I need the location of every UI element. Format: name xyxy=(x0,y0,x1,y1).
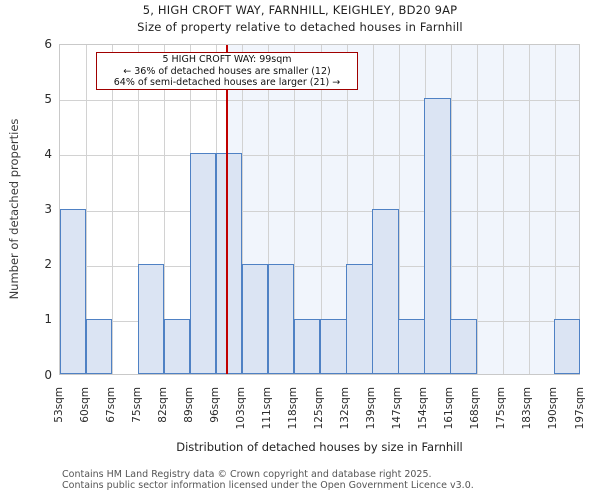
footer-line1: Contains HM Land Registry data © Crown c… xyxy=(62,469,432,480)
footer-line2: Contains public sector information licen… xyxy=(62,479,474,491)
gridline xyxy=(60,265,579,267)
histogram-bar xyxy=(137,263,165,374)
gridline xyxy=(242,45,244,374)
histogram-bar xyxy=(372,208,399,374)
annotation-line3: 64% of semi-detached houses are larger (… xyxy=(113,77,341,88)
histogram-bar xyxy=(450,318,477,374)
histogram-bar xyxy=(293,318,321,374)
y-tick-label: 4 xyxy=(44,146,52,161)
x-tick-label-text: 147sqm xyxy=(391,387,404,430)
x-tick-label-text: 125sqm xyxy=(313,387,325,430)
x-tick-label-text: 67sqm xyxy=(104,387,117,423)
y-tick-label: 1 xyxy=(44,312,52,327)
x-tick-label-text: 183sqm xyxy=(521,387,534,430)
x-tick-label-text: 190sqm xyxy=(547,387,560,430)
histogram-bar xyxy=(60,208,87,374)
gridline xyxy=(268,45,270,374)
chart-subtitle: Size of property relative to detached ho… xyxy=(137,20,463,34)
x-tick-label-text: 60sqm xyxy=(78,387,91,423)
y-tick-label: 2 xyxy=(44,257,52,272)
histogram-bar xyxy=(85,318,113,374)
y-tick-label: 5 xyxy=(44,91,52,106)
gridline xyxy=(112,45,114,374)
histogram-bar xyxy=(241,263,269,374)
histogram-bar xyxy=(163,318,191,374)
x-tick-label-text: 139sqm xyxy=(365,387,378,430)
property-size-marker-line xyxy=(226,45,229,374)
annotation-box: 5 HIGH CROFT WAY: 99sqm ← 36% of detache… xyxy=(96,52,358,90)
x-tick-label-text: 96sqm xyxy=(208,387,221,423)
x-tick-label-text: 168sqm xyxy=(469,387,482,430)
x-tick-label-text: 89sqm xyxy=(182,387,195,423)
gridline xyxy=(502,45,504,374)
y-tick-label: 0 xyxy=(44,367,52,382)
gridline xyxy=(398,45,400,374)
gridline xyxy=(346,45,348,374)
gridline xyxy=(320,45,322,374)
histogram-bar xyxy=(424,98,451,374)
x-tick-label-text: 154sqm xyxy=(417,387,430,430)
x-tick-label-text: 132sqm xyxy=(339,387,352,430)
x-axis-label: Distribution of detached houses by size … xyxy=(176,440,463,454)
gridline xyxy=(60,100,579,102)
y-tick-label: 3 xyxy=(44,202,52,216)
x-tick-label-text: 175sqm xyxy=(495,387,508,430)
gridline xyxy=(476,45,478,374)
y-tick-label: 6 xyxy=(44,36,52,51)
y-axis-label: Number of detached properties xyxy=(7,118,21,300)
gridline xyxy=(138,45,140,374)
gridline xyxy=(164,45,166,374)
histogram-bar xyxy=(554,318,581,374)
x-tick-label-text: 53sqm xyxy=(52,387,65,423)
histogram-bar xyxy=(267,263,295,374)
gridline xyxy=(554,45,556,374)
x-tick-label-text: 118sqm xyxy=(286,387,299,430)
histogram-bar xyxy=(398,318,425,374)
x-tick-label-text: 197sqm xyxy=(573,387,586,430)
histogram-bar xyxy=(320,318,347,374)
x-tick-label-text: 103sqm xyxy=(234,387,247,430)
x-tick-label-text: 111sqm xyxy=(260,387,273,430)
annotation-line2: ← 36% of detached houses are smaller (12… xyxy=(123,65,331,77)
histogram-bar xyxy=(346,263,373,374)
x-tick-label-text: 161sqm xyxy=(443,387,456,430)
gridline xyxy=(86,45,88,374)
footer-attribution: Contains HM Land Registry data © Crown c… xyxy=(62,469,474,491)
histogram-bar xyxy=(215,153,243,374)
gridline xyxy=(528,45,530,374)
x-tick-label-text: 75sqm xyxy=(130,387,143,423)
gridline xyxy=(450,45,452,374)
gridline xyxy=(60,155,579,157)
gridline xyxy=(294,45,296,374)
histogram-bar xyxy=(189,153,217,374)
chart-title: 5, HIGH CROFT WAY, FARNHILL, KEIGHLEY, B… xyxy=(142,3,458,17)
plot-area: 5 HIGH CROFT WAY: 99sqm ← 36% of detache… xyxy=(59,44,581,375)
annotation-line1: 5 HIGH CROFT WAY: 99sqm xyxy=(162,54,292,65)
gridline xyxy=(60,210,579,212)
x-tick-label-text: 82sqm xyxy=(156,387,169,423)
